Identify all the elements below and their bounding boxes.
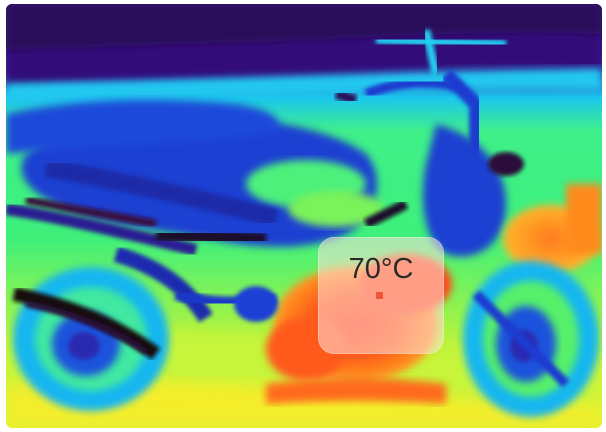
temperature-reading: 70°C <box>348 253 414 285</box>
motorcycle-thermal-graphic <box>6 4 602 428</box>
temperature-spot-box: 70°C <box>318 237 444 354</box>
spot-marker <box>376 292 383 299</box>
thermal-image <box>6 4 602 428</box>
